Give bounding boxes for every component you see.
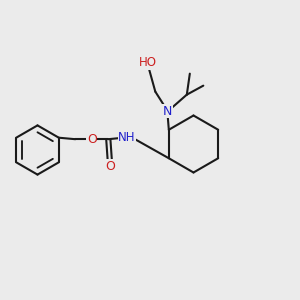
Text: HO: HO	[139, 56, 157, 69]
Text: O: O	[87, 133, 97, 146]
Text: N: N	[163, 105, 172, 118]
Text: NH: NH	[118, 131, 136, 144]
Text: O: O	[105, 160, 115, 173]
